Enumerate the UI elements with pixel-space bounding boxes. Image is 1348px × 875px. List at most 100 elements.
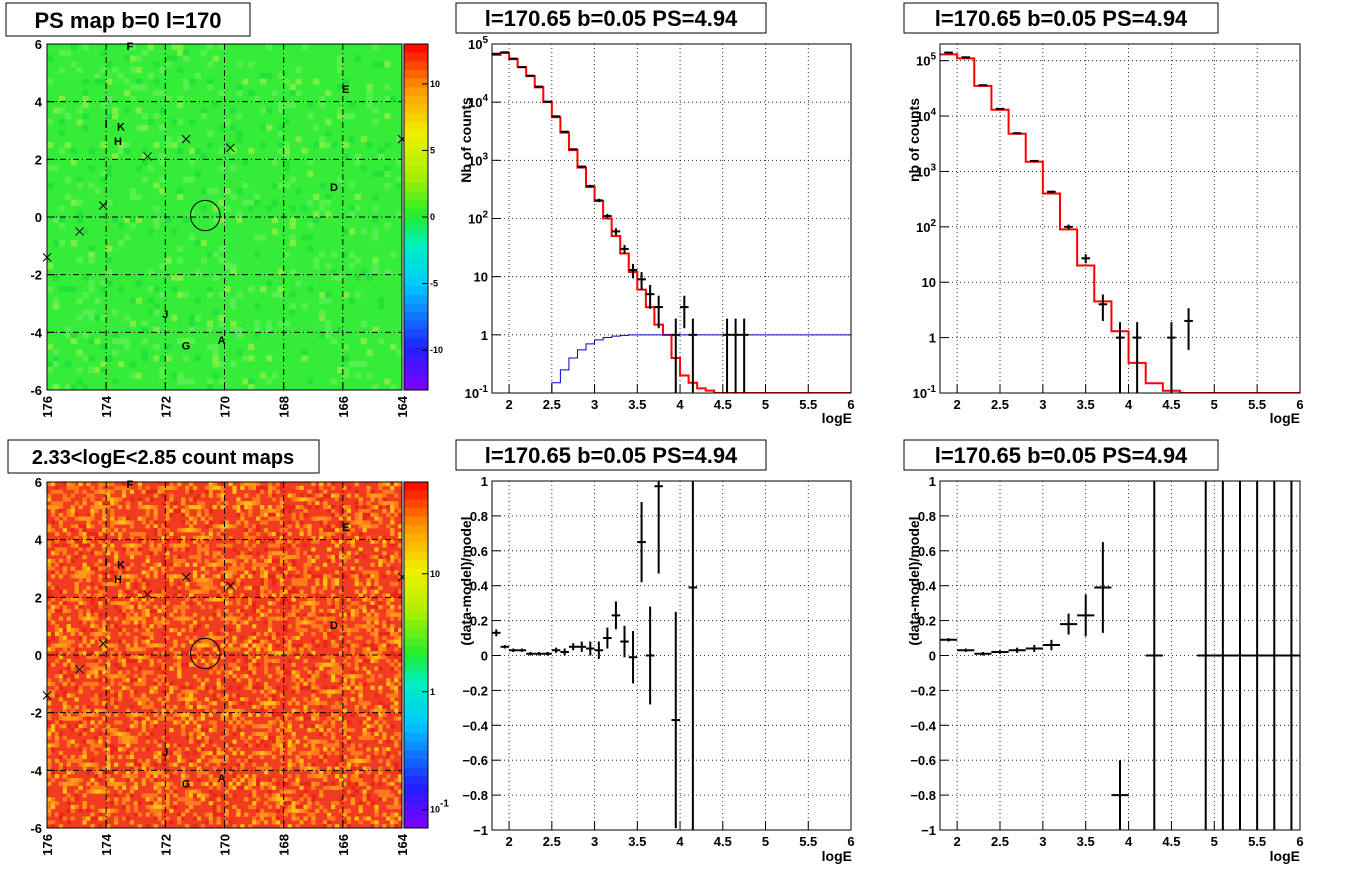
- map-pixel: [86, 543, 91, 548]
- map-pixel: [263, 724, 269, 729]
- map-pixel: [260, 639, 265, 644]
- map-pixel: [123, 338, 131, 345]
- map-pixel: [135, 372, 142, 379]
- map-pixel: [129, 789, 135, 794]
- map-pixel: [390, 608, 395, 614]
- map-pixel: [378, 781, 383, 787]
- map-pixel: [248, 639, 253, 644]
- map-pixel: [204, 697, 210, 702]
- colorbar-segment: [404, 61, 428, 71]
- map-pixel: [224, 647, 229, 652]
- map-pixel: [145, 555, 150, 560]
- map-pixel: [70, 681, 75, 687]
- map-pixel: [212, 524, 217, 529]
- map-pixel: [295, 90, 302, 97]
- map-pixel: [232, 585, 237, 590]
- map-pixel: [232, 731, 237, 737]
- map-pixel: [228, 747, 233, 752]
- map-pixel: [141, 570, 146, 575]
- map-pixel: [181, 612, 186, 617]
- map-pixel: [265, 107, 273, 114]
- map-pixel: [398, 512, 403, 517]
- map-pixel: [291, 801, 296, 806]
- map-pixel: [90, 670, 95, 675]
- map-pixel: [100, 176, 107, 183]
- map-pixel: [354, 489, 359, 494]
- map-pixel: [181, 766, 186, 771]
- map-pixel: [54, 543, 60, 548]
- map-pixel: [129, 520, 135, 525]
- map-pixel: [256, 731, 261, 737]
- map-pixel: [129, 67, 137, 74]
- map-pixel: [212, 804, 217, 810]
- map-pixel: [114, 551, 119, 556]
- map-pixel: [200, 505, 206, 510]
- map-pixel: [58, 520, 64, 525]
- map-pixel: [325, 263, 332, 270]
- map-pixel: [52, 274, 60, 281]
- map-pixel: [334, 678, 340, 683]
- map-pixel: [394, 785, 399, 790]
- map-pixel: [248, 551, 253, 556]
- map-pixel: [110, 731, 115, 737]
- map-pixel: [88, 286, 95, 293]
- map-pixel: [263, 801, 269, 806]
- map-pixel: [106, 754, 111, 760]
- map-pixel: [263, 631, 269, 637]
- map-pixel: [378, 535, 383, 540]
- map-pixel: [50, 631, 56, 637]
- map-pixel: [76, 199, 83, 206]
- map-pixel: [145, 535, 150, 540]
- map-pixel: [390, 508, 395, 514]
- map-pixel: [177, 662, 182, 667]
- map-pixel: [299, 762, 304, 767]
- map-pixel: [189, 628, 194, 633]
- map-pixel: [366, 793, 371, 798]
- map-pixel: [157, 643, 162, 648]
- map-pixel: [159, 67, 166, 74]
- map-pixel: [82, 793, 87, 798]
- map-pixel: [224, 754, 229, 760]
- map-pixel: [118, 739, 123, 744]
- map-pixel: [224, 639, 229, 644]
- map-pixel: [54, 720, 60, 725]
- map-pixel: [315, 505, 320, 510]
- map-pixel: [204, 820, 210, 825]
- map-pixel: [137, 716, 142, 721]
- map-pixel: [62, 570, 68, 575]
- x-tick-label: 4.5: [1162, 397, 1180, 412]
- map-pixel: [398, 574, 403, 579]
- map-pixel: [50, 501, 56, 506]
- map-pixel: [378, 501, 383, 506]
- map-pixel: [354, 482, 359, 487]
- map-pixel: [94, 508, 99, 514]
- map-pixel: [102, 528, 107, 533]
- map-pixel: [252, 558, 257, 564]
- map-pixel: [54, 743, 60, 748]
- map-pixel: [118, 497, 123, 502]
- map-pixel: [315, 670, 320, 675]
- map-pixel: [171, 55, 178, 62]
- map-pixel: [62, 647, 68, 652]
- map-pixel: [252, 643, 257, 648]
- map-pixel: [244, 482, 249, 487]
- map-pixel: [177, 67, 184, 74]
- colorbar-segment: [404, 637, 428, 647]
- map-pixel: [200, 685, 206, 690]
- map-pixel: [54, 758, 60, 763]
- map-pixel: [66, 666, 71, 671]
- map-pixel: [240, 724, 245, 729]
- map-pixel: [125, 739, 131, 744]
- map-pixel: [313, 193, 320, 200]
- map-pixel: [58, 508, 64, 514]
- map-pixel: [177, 378, 184, 385]
- map-pixel: [185, 543, 190, 548]
- map-pixel: [358, 516, 363, 521]
- map-pixel: [183, 378, 190, 385]
- map-pixel: [189, 320, 196, 327]
- x-tick-label: 4.5: [714, 834, 732, 849]
- map-pixel: [185, 720, 190, 725]
- map-pixel: [165, 620, 170, 625]
- map-pixel: [129, 751, 135, 756]
- map-pixel: [228, 793, 233, 798]
